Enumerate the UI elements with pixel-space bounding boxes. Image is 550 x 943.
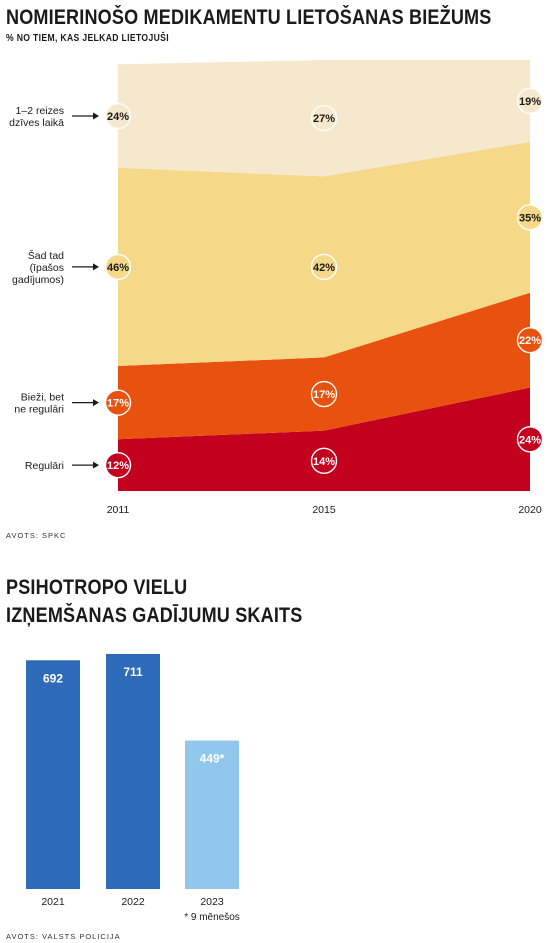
- legend-label: dzīves laikā: [9, 117, 64, 129]
- svg-text:24%: 24%: [519, 434, 541, 446]
- area-value-label: 24%: [104, 102, 132, 130]
- x-tick-label: 2023: [200, 896, 224, 908]
- area-value-label: 24%: [516, 426, 544, 453]
- legend-arrow-icon: [72, 461, 99, 469]
- area-value-label: 22%: [516, 326, 544, 354]
- svg-text:17%: 17%: [313, 389, 335, 401]
- bar: [26, 660, 80, 889]
- svg-text:14%: 14%: [313, 456, 335, 468]
- legend-label: (īpašos: [30, 262, 64, 274]
- chart2-title-line-2: IZŅEMŠANAS GADĪJUMU SKAITS: [6, 604, 303, 627]
- svg-text:46%: 46%: [107, 262, 129, 274]
- legend-arrow-icon: [72, 399, 99, 407]
- legend-label: gadījumos): [12, 274, 64, 286]
- bar: [185, 740, 239, 889]
- x-tick-label: 2020: [518, 504, 542, 516]
- svg-text:12%: 12%: [107, 460, 129, 472]
- legend-arrow-icon: [72, 112, 99, 120]
- svg-text:19%: 19%: [519, 96, 541, 108]
- area-value-label: 17%: [310, 380, 338, 408]
- legend-arrow-icon: [72, 263, 99, 271]
- area-band-0: [118, 387, 530, 491]
- legend-label: Bieži, bet: [21, 392, 64, 404]
- area-value-label: 17%: [104, 389, 132, 416]
- chart1-source: AVOTS: SPKC: [6, 531, 67, 540]
- svg-text:35%: 35%: [519, 212, 541, 224]
- chart1-subtitle: % NO TIEM, KAS JELKAD LIETOJUŠI: [6, 33, 169, 44]
- legend-label: Šad tad: [28, 249, 64, 262]
- area-value-label: 12%: [104, 451, 132, 479]
- x-tick-label: 2015: [312, 504, 336, 516]
- legend-label: ne regulāri: [14, 404, 64, 416]
- area-value-label: 35%: [516, 204, 544, 231]
- bar: [106, 654, 160, 889]
- bar-value-label: 449*: [200, 752, 225, 766]
- area-value-label: 42%: [310, 253, 338, 281]
- area-value-label: 27%: [310, 104, 338, 132]
- legend-label: Regulāri: [25, 460, 64, 472]
- area-value-label: 14%: [310, 447, 338, 475]
- svg-text:42%: 42%: [313, 262, 335, 274]
- x-tick-label: 2021: [41, 896, 65, 908]
- chart2-title-line-1: PSIHOTROPO VIELU: [6, 576, 188, 599]
- svg-text:27%: 27%: [313, 113, 335, 125]
- svg-text:22%: 22%: [519, 335, 541, 347]
- svg-text:24%: 24%: [107, 111, 129, 123]
- svg-text:17%: 17%: [107, 398, 129, 410]
- legend-label: 1–2 reizes: [16, 105, 64, 117]
- x-tick-label: 2011: [107, 504, 130, 516]
- area-chart: 12% 14% 24% 17% 17% 22% 46% 42% 35% 24% 27% 19% Regu…: [9, 60, 544, 516]
- area-value-label: 46%: [104, 253, 132, 281]
- chart1-title: NOMIERINOŠO MEDIKAMENTU LIETOŠANAS BIEŽU…: [6, 6, 492, 29]
- x-tick-label: 2022: [121, 896, 145, 908]
- area-value-label: 19%: [516, 87, 544, 115]
- area-band-1: [118, 292, 530, 440]
- bar-value-label: 711: [123, 665, 143, 679]
- chart2-source: AVOTS: VALSTS POLICIJA: [6, 932, 121, 941]
- bar-footnote: * 9 mēnešos: [184, 912, 240, 923]
- bar-value-label: 692: [43, 671, 63, 685]
